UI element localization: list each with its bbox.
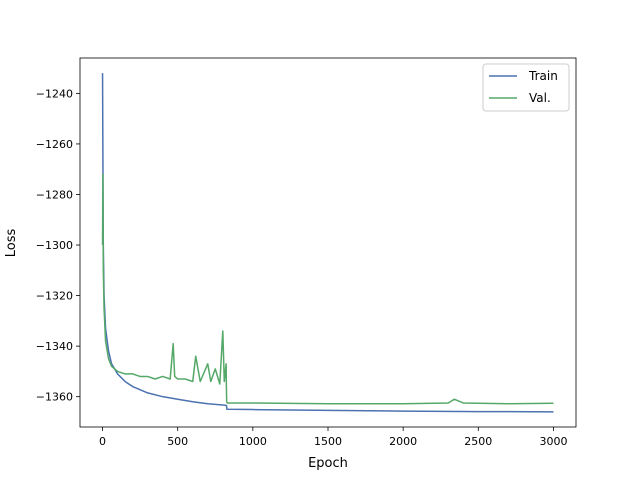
y-tick-label: −1240 bbox=[36, 87, 73, 100]
x-tick-label: 0 bbox=[99, 435, 106, 448]
y-tick-label: −1300 bbox=[36, 239, 73, 252]
y-axis-ticks: −1240 −1260 −1280 −1300 −1320 −1340 −1360 bbox=[36, 87, 80, 404]
x-axis-label: Epoch bbox=[308, 456, 348, 471]
legend: Train Val. bbox=[482, 63, 570, 112]
x-tick-label: 2000 bbox=[389, 435, 417, 448]
y-tick-label: −1280 bbox=[36, 188, 73, 201]
legend-label: Train bbox=[528, 69, 558, 83]
y-tick-label: −1360 bbox=[36, 391, 73, 404]
series-line-val bbox=[101, 173, 554, 405]
y-tick-label: −1320 bbox=[36, 290, 73, 303]
y-tick-label: −1260 bbox=[36, 138, 73, 151]
x-tick-label: 3000 bbox=[539, 435, 567, 448]
x-tick-label: 1500 bbox=[314, 435, 342, 448]
legend-label: Val. bbox=[529, 91, 551, 105]
axes-frame bbox=[79, 57, 577, 428]
x-tick-label: 1000 bbox=[239, 435, 267, 448]
series-layer bbox=[101, 73, 554, 413]
x-tick-label: 2500 bbox=[464, 435, 492, 448]
plot-area bbox=[101, 73, 554, 413]
y-tick-label: −1340 bbox=[36, 340, 73, 353]
y-axis-label: Loss bbox=[4, 229, 19, 258]
x-tick-label: 500 bbox=[167, 435, 188, 448]
x-axis-ticks: 0 500 1000 1500 2000 2500 3000 bbox=[99, 427, 567, 448]
